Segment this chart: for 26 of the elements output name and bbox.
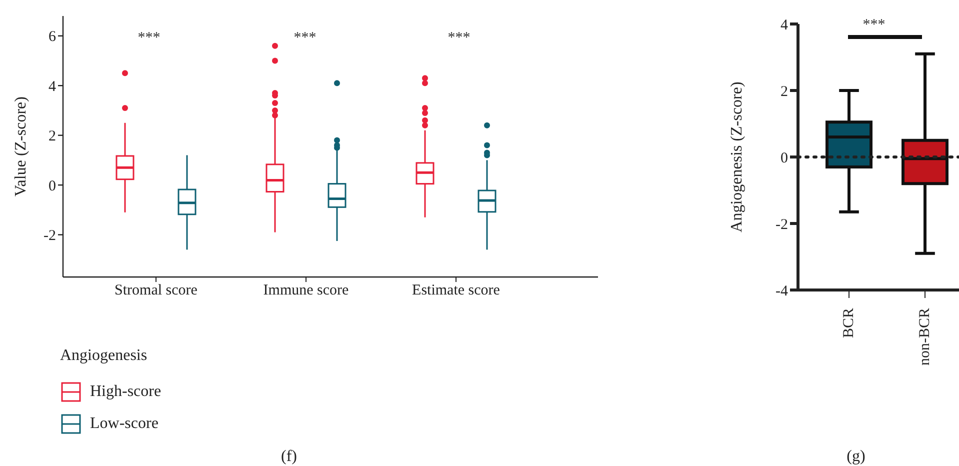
text: (f) <box>280 448 298 466</box>
y-tick-label: 4 <box>780 17 788 34</box>
y-tick-label: 0 <box>780 150 788 166</box>
y-tick-label: 4 <box>48 78 56 95</box>
y-tick-label: 6 <box>48 29 56 46</box>
annotation: *** <box>136 30 162 46</box>
y-axis-title: Angiogenesis (Z-score) <box>728 82 746 232</box>
legend-title: Angiogenesis <box>60 347 148 365</box>
x-tick-label: Stromal score <box>114 282 198 299</box>
legend-label: Low-score <box>90 415 158 433</box>
x-tick-label: BCR <box>841 308 857 338</box>
y-tick-label: -2 <box>776 216 788 233</box>
y-tick-label: -4 <box>776 283 788 300</box>
legend-label: High-score <box>90 383 162 401</box>
y-tick-label: 0 <box>48 178 56 194</box>
annotation: *** <box>862 17 886 33</box>
annotation: *** <box>292 30 318 46</box>
x-tick-label: Immune score <box>263 282 350 299</box>
x-tick-label: Estimate score <box>412 282 500 299</box>
annotation: *** <box>446 30 472 46</box>
y-tick-label: 2 <box>48 128 56 145</box>
x-tick-label: non-BCR <box>917 308 933 366</box>
text: (g) <box>846 448 866 466</box>
y-axis-title: Value (Z-score) <box>12 96 30 196</box>
y-tick-label: 2 <box>780 84 788 100</box>
y-tick-label: -2 <box>44 228 56 244</box>
